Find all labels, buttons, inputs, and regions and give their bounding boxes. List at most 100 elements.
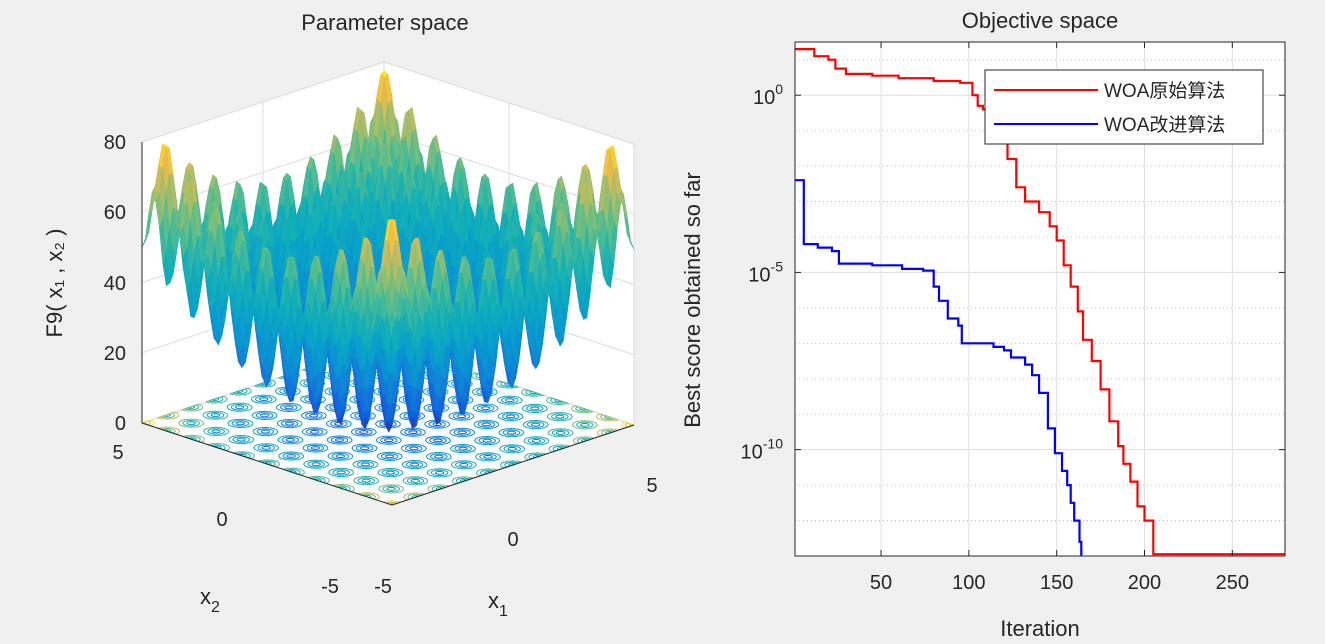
contour-ring xyxy=(286,454,297,458)
contour-ring xyxy=(449,427,476,438)
contour-ring xyxy=(351,443,378,453)
contour-ring xyxy=(428,420,447,428)
contour-ring xyxy=(458,462,469,467)
contour-ring xyxy=(522,419,549,430)
contour-ring xyxy=(521,403,548,414)
contour-ring xyxy=(424,435,452,446)
contour-ring xyxy=(305,428,324,436)
contour-ring xyxy=(383,438,394,443)
contour-ring xyxy=(279,404,298,411)
contour-ring xyxy=(334,438,345,442)
contour-ring xyxy=(303,459,330,469)
contour-ring xyxy=(595,413,620,422)
contour-ring xyxy=(433,438,443,443)
contour-ring xyxy=(306,444,325,452)
contour-ring xyxy=(479,453,497,461)
contour-ring xyxy=(481,422,492,427)
contour-ring xyxy=(210,413,221,418)
contour-ring xyxy=(456,414,467,419)
parameter-space-plot: Parameter space 0 20 40 60 80 5 0 -5 -5 … xyxy=(42,10,658,620)
left-chart-title: Parameter space xyxy=(301,10,469,35)
contour-ring xyxy=(277,435,304,445)
contour-ring xyxy=(575,421,594,429)
contour-ring xyxy=(357,477,376,484)
contour-ring xyxy=(551,429,570,437)
contour-ring xyxy=(527,437,546,445)
contour-ring xyxy=(530,422,541,427)
contour-ring xyxy=(336,470,347,475)
contour-ring xyxy=(520,388,545,397)
contour-ring xyxy=(335,454,346,459)
contour-ring xyxy=(331,452,350,460)
contour-ring xyxy=(546,411,573,422)
contour-ring xyxy=(525,405,544,412)
contour-ring xyxy=(376,451,403,462)
contour-ring xyxy=(257,444,276,452)
contour-ring xyxy=(311,462,322,467)
contour-ring xyxy=(571,420,598,430)
contour-ring xyxy=(205,395,228,404)
contour-ring xyxy=(501,413,520,420)
contour-ring xyxy=(399,427,427,437)
contour-ring xyxy=(499,444,526,454)
contour-ring xyxy=(449,443,477,454)
contour-ring xyxy=(554,414,565,419)
contour-ring xyxy=(547,428,574,438)
contour-ring xyxy=(550,413,569,420)
contour-ring xyxy=(502,429,521,436)
contour-ring xyxy=(181,403,204,412)
contour-ring xyxy=(402,476,429,486)
contour-ring xyxy=(352,459,379,470)
contour-ring xyxy=(454,461,473,469)
contour-ring xyxy=(358,430,369,434)
contour-ring xyxy=(400,443,427,454)
contour-ring xyxy=(329,420,348,428)
contour-ring xyxy=(496,395,523,405)
contour-ring xyxy=(545,396,570,406)
contour-ring xyxy=(404,445,423,452)
contour-ring xyxy=(234,405,245,410)
contour-ring xyxy=(480,406,491,411)
contour-ring xyxy=(229,387,252,396)
contour-ring xyxy=(473,419,500,430)
contour-ring xyxy=(283,405,294,410)
contour-ring xyxy=(477,421,496,428)
contour-ring xyxy=(379,436,398,444)
contour-ring xyxy=(409,462,420,467)
contour-ring xyxy=(278,451,305,461)
contour-ring xyxy=(354,428,373,436)
contour-ring xyxy=(406,477,425,485)
contour-ring xyxy=(310,446,321,450)
contour-ring xyxy=(254,395,273,403)
contour-ring xyxy=(228,434,255,445)
contour-ring xyxy=(300,410,327,421)
contour-ring xyxy=(497,411,524,422)
contour-ring xyxy=(478,437,497,444)
contour-ring xyxy=(304,412,323,419)
contour-ring xyxy=(483,454,493,459)
contour-ring xyxy=(433,454,444,459)
contour-ring xyxy=(203,426,230,437)
contour-ring xyxy=(202,410,229,420)
contour-ring xyxy=(453,429,472,436)
contour-ring xyxy=(230,403,249,411)
contour-ring xyxy=(182,419,201,427)
contour-ring xyxy=(452,412,471,420)
contour-ring xyxy=(232,436,251,443)
contour-ring xyxy=(375,435,402,445)
contour-ring xyxy=(307,460,326,468)
contour-ring xyxy=(226,402,253,412)
contour-ring xyxy=(308,413,319,418)
contour-ring xyxy=(235,421,246,426)
contour-ring xyxy=(482,438,493,443)
contour-ring xyxy=(360,462,371,467)
contour-ring xyxy=(450,460,477,470)
contour-ring xyxy=(454,445,472,452)
contour-ring xyxy=(472,403,499,413)
contour-ring xyxy=(285,437,296,442)
contour-ring xyxy=(385,470,396,475)
contour-ring xyxy=(503,445,522,453)
contour-ring xyxy=(386,486,397,491)
contour-ring xyxy=(500,396,519,404)
